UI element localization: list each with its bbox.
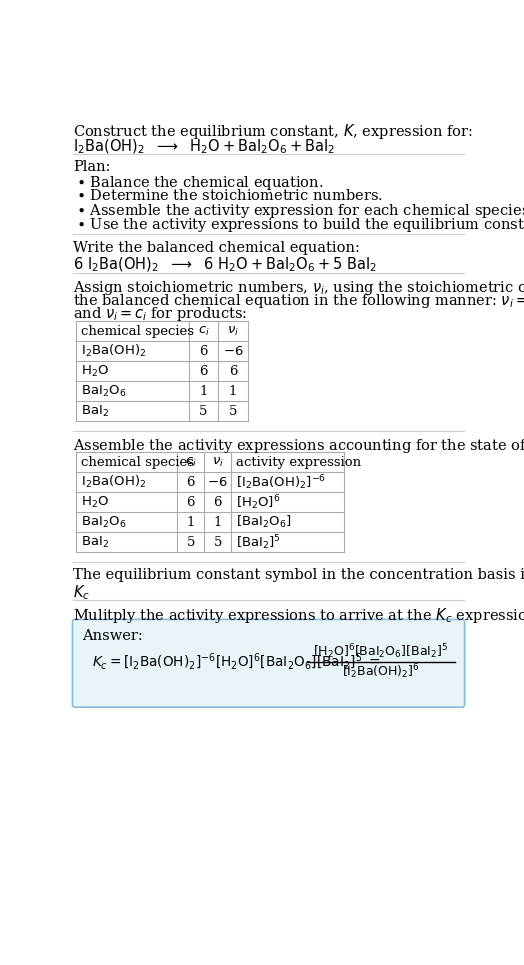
Text: Answer:: Answer: [83,629,143,644]
Text: 6: 6 [199,365,208,378]
FancyBboxPatch shape [72,620,465,707]
Text: 1: 1 [187,516,195,529]
Text: $\nu_i$: $\nu_i$ [227,325,239,338]
Text: $6\ \mathrm{I_2Ba(OH)_2}$  $\longrightarrow$  $6\ \mathrm{H_2O + BaI_2O_6 + 5\ B: $6\ \mathrm{I_2Ba(OH)_2}$ $\longrightarr… [73,256,378,274]
Text: $[\mathrm{BaI_2O_6}]$: $[\mathrm{BaI_2O_6}]$ [236,514,291,531]
Text: $\mathrm{BaI_2}$: $\mathrm{BaI_2}$ [81,404,109,419]
Text: $-6$: $-6$ [223,345,243,358]
Text: $[\mathrm{I_2Ba(OH)_2}]^6$: $[\mathrm{I_2Ba(OH)_2}]^6$ [342,662,420,681]
Text: 1: 1 [214,516,222,529]
Text: Assign stoichiometric numbers, $\nu_i$, using the stoichiometric coefficients, $: Assign stoichiometric numbers, $\nu_i$, … [73,279,524,297]
Text: 5: 5 [187,536,195,549]
Text: $K_c = [\mathrm{I_2Ba(OH)_2}]^{-6} [\mathrm{H_2O}]^6 [\mathrm{BaI_2O_6}] [\mathr: $K_c = [\mathrm{I_2Ba(OH)_2}]^{-6} [\mat… [92,651,380,672]
Text: 6: 6 [214,496,222,509]
Text: $\mathrm{BaI_2}$: $\mathrm{BaI_2}$ [81,535,109,550]
Text: $\mathrm{H_2O}$: $\mathrm{H_2O}$ [81,495,109,510]
Text: $[\mathrm{H_2O}]^6 [\mathrm{BaI_2O_6}][\mathrm{BaI_2}]^5$: $[\mathrm{H_2O}]^6 [\mathrm{BaI_2O_6}][\… [313,643,449,661]
Text: 1: 1 [199,385,208,398]
Text: $[\mathrm{I_2Ba(OH)_2}]^{-6}$: $[\mathrm{I_2Ba(OH)_2}]^{-6}$ [236,473,326,492]
Text: $\mathrm{H_2O}$: $\mathrm{H_2O}$ [81,364,109,379]
Text: Construct the equilibrium constant, $K$, expression for:: Construct the equilibrium constant, $K$,… [73,122,473,141]
Text: 6: 6 [187,496,195,509]
Text: The equilibrium constant symbol in the concentration basis is:: The equilibrium constant symbol in the c… [73,567,524,582]
Text: $-6$: $-6$ [208,476,228,489]
Text: $\mathrm{BaI_2O_6}$: $\mathrm{BaI_2O_6}$ [81,384,126,399]
Text: Write the balanced chemical equation:: Write the balanced chemical equation: [73,240,360,255]
Text: $\mathrm{I_2Ba(OH)_2}$  $\longrightarrow$  $\mathrm{H_2O + BaI_2O_6 + BaI_2}$: $\mathrm{I_2Ba(OH)_2}$ $\longrightarrow$… [73,137,335,155]
Text: $\bullet$ Assemble the activity expression for each chemical species.: $\bullet$ Assemble the activity expressi… [77,202,524,220]
Text: $[\mathrm{H_2O}]^6$: $[\mathrm{H_2O}]^6$ [236,493,280,511]
Text: $K_c$: $K_c$ [73,583,90,602]
Text: $\bullet$ Balance the chemical equation.: $\bullet$ Balance the chemical equation. [77,175,324,192]
Text: 6: 6 [228,365,237,378]
Text: 5: 5 [228,405,237,418]
Text: $\mathrm{I_2Ba(OH)_2}$: $\mathrm{I_2Ba(OH)_2}$ [81,474,146,490]
Text: $\bullet$ Use the activity expressions to build the equilibrium constant express: $\bullet$ Use the activity expressions t… [77,216,524,234]
Text: 5: 5 [214,536,222,549]
Text: 6: 6 [199,345,208,358]
Text: $\mathrm{I_2Ba(OH)_2}$: $\mathrm{I_2Ba(OH)_2}$ [81,344,146,360]
Text: $[\mathrm{BaI_2}]^5$: $[\mathrm{BaI_2}]^5$ [236,533,281,552]
Text: Assemble the activity expressions accounting for the state of matter and $\nu_i$: Assemble the activity expressions accoun… [73,437,524,455]
Text: the balanced chemical equation in the following manner: $\nu_i = -c_i$ for react: the balanced chemical equation in the fo… [73,292,524,310]
Text: Mulitply the activity expressions to arrive at the $K_c$ expression:: Mulitply the activity expressions to arr… [73,606,524,625]
Text: 5: 5 [199,405,208,418]
Text: 6: 6 [187,476,195,489]
Text: chemical species: chemical species [81,455,194,469]
Text: $\mathrm{BaI_2O_6}$: $\mathrm{BaI_2O_6}$ [81,514,126,530]
Text: 1: 1 [228,385,237,398]
Text: $c_i$: $c_i$ [198,325,210,338]
Text: $\bullet$ Determine the stoichiometric numbers.: $\bullet$ Determine the stoichiometric n… [77,188,383,204]
Text: and $\nu_i = c_i$ for products:: and $\nu_i = c_i$ for products: [73,305,247,323]
Text: activity expression: activity expression [236,455,361,469]
Text: chemical species: chemical species [81,325,194,338]
Text: Plan:: Plan: [73,160,111,175]
Text: $\nu_i$: $\nu_i$ [212,455,224,469]
Text: $c_i$: $c_i$ [185,455,196,469]
